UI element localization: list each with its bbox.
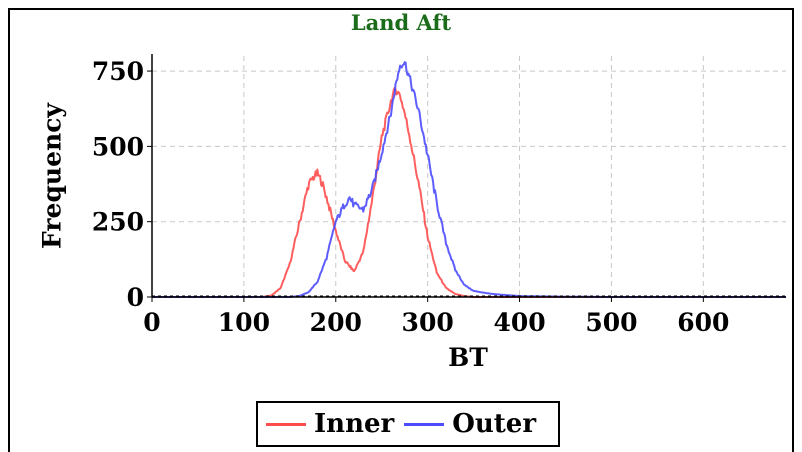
tick-labels: 0 100 200 300 400 500 600 0 250 500 750 [92, 57, 730, 337]
x-axis-label: BT [448, 343, 488, 372]
x-tick-label-500: 500 [585, 308, 637, 337]
x-tick-label-400: 400 [493, 308, 545, 337]
y-axis-label: Frequency [37, 103, 67, 249]
x-tick-label-600: 600 [677, 308, 729, 337]
legend-swatch-inner [266, 422, 306, 426]
x-tick-label-300: 300 [402, 308, 454, 337]
y-tick-label-750: 750 [92, 57, 144, 86]
series-lines [151, 61, 787, 298]
legend-item-outer[interactable]: Outer [404, 409, 536, 439]
x-tick-label-200: 200 [310, 308, 362, 337]
legend-swatch-outer [404, 422, 445, 426]
x-tick-label-100: 100 [218, 308, 270, 337]
legend-label-inner: Inner [314, 409, 395, 439]
legend-label-outer: Outer [452, 409, 537, 439]
grid-lines [152, 56, 786, 297]
chart-title: Land Aft [350, 10, 452, 35]
legend-item-inner[interactable]: Inner [266, 409, 394, 439]
y-tick-label-250: 250 [92, 208, 144, 237]
chart-frame [8, 8, 794, 452]
axes [147, 54, 786, 302]
y-tick-label-500: 500 [92, 132, 144, 161]
series-line-outer [151, 61, 787, 298]
legend: Inner Outer [256, 401, 560, 447]
y-tick-label-0: 0 [127, 283, 144, 312]
series-line-inner [151, 87, 787, 298]
x-tick-label-0: 0 [143, 308, 160, 337]
